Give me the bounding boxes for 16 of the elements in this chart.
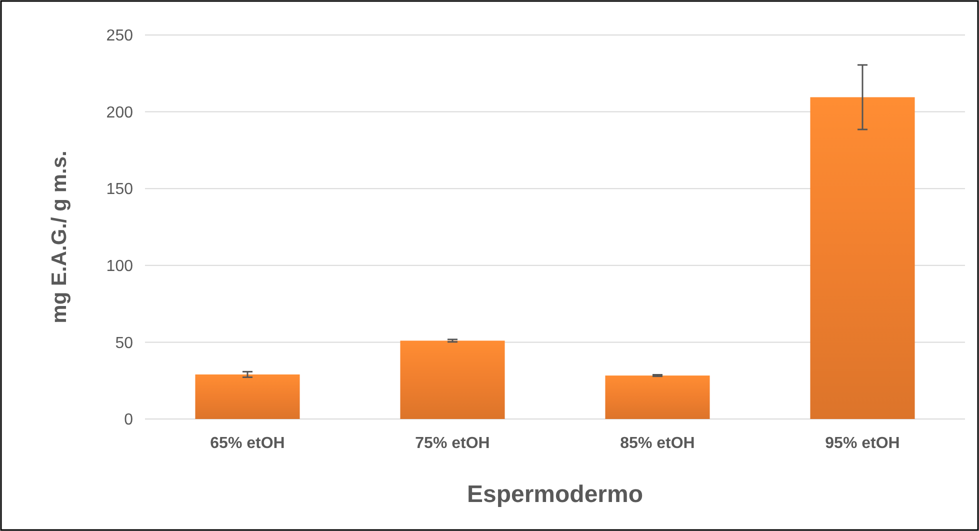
x-tick-label: 95% etOH [825,435,900,452]
y-tick-label: 100 [106,258,134,275]
y-tick-label: 50 [115,334,134,352]
x-tick-label: 75% etOH [415,435,490,452]
x-tick-label: 65% etOH [210,435,285,452]
y-tick-label: 150 [106,181,134,198]
bar [605,376,710,419]
x-tick-label: 85% etOH [620,435,695,452]
y-tick-label: 200 [106,104,134,122]
bar [195,374,300,419]
bar [400,340,505,419]
y-tick-label: 0 [124,412,134,429]
y-tick-label: 250 [106,28,134,45]
y-axis-title: mg E.A.G./ g m.s. [48,150,71,324]
x-axis-title: Espermodermo [466,481,644,508]
bar [810,97,915,419]
